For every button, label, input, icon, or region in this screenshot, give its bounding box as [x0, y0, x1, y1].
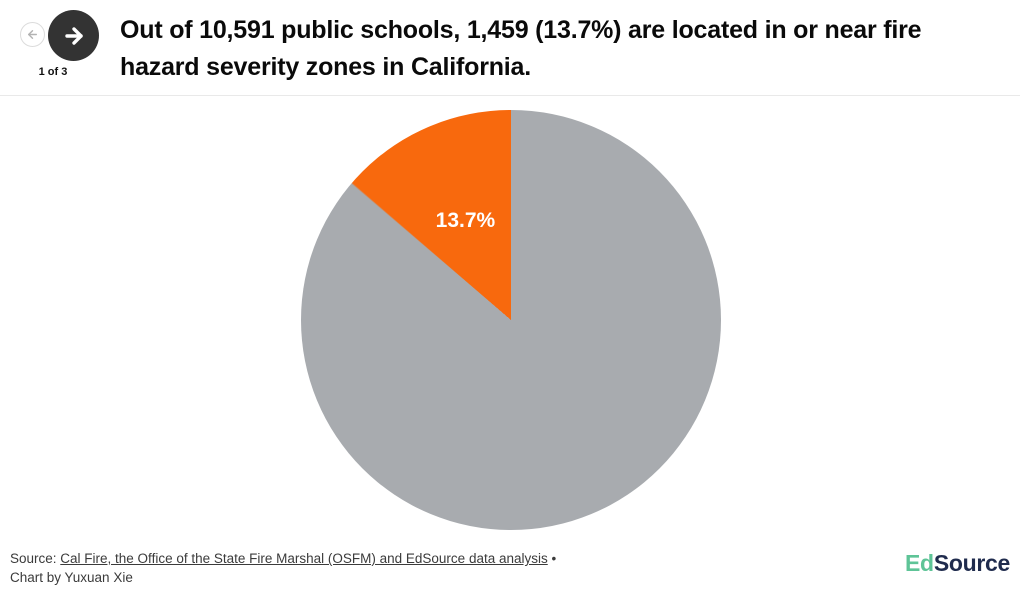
source-prefix: Source: [10, 551, 61, 566]
prev-slide-button[interactable] [20, 22, 45, 47]
source-separator: • [547, 551, 557, 566]
arrow-left-icon [28, 30, 37, 39]
chart-byline: Chart by Yuxuan Xie [10, 570, 133, 585]
pie-slice-label: 13.7% [435, 208, 496, 232]
arrow-right-icon [64, 26, 83, 45]
pie-chart[interactable]: 13.7% [301, 110, 721, 530]
edsource-logo-ed: Ed [905, 550, 934, 576]
slide-counter: 1 of 3 [38, 66, 68, 78]
header: 1 of 3 Out of 10,591 public schools, 1,4… [0, 0, 1020, 96]
edsource-logo-source: Source [933, 550, 1010, 576]
next-slide-button[interactable] [48, 10, 99, 61]
source-link[interactable]: Cal Fire, the Office of the State Fire M… [60, 551, 548, 566]
source-note: Source: Cal Fire, the Office of the Stat… [10, 549, 556, 587]
page-title: Out of 10,591 public schools, 1,459 (13.… [120, 16, 922, 81]
edsource-logo[interactable]: EdSource [905, 550, 1010, 577]
source-line: Source: Cal Fire, the Office of the Stat… [10, 549, 556, 568]
